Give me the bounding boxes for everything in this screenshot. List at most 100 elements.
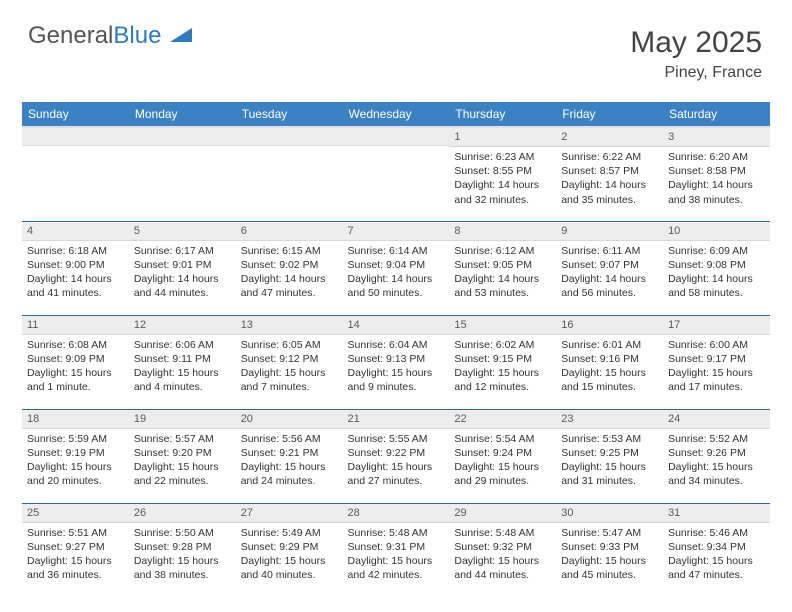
- daylight-text: Daylight: 14 hours and 47 minutes.: [241, 272, 338, 300]
- day-number: 26: [129, 504, 236, 523]
- calendar-day-cell: 22Sunrise: 5:54 AMSunset: 9:24 PMDayligh…: [449, 409, 556, 503]
- day-number: 27: [236, 504, 343, 523]
- daylight-text: Daylight: 15 hours and 17 minutes.: [668, 366, 765, 394]
- calendar-day-cell: 26Sunrise: 5:50 AMSunset: 9:28 PMDayligh…: [129, 503, 236, 597]
- day-details: [22, 146, 129, 152]
- sunset-text: Sunset: 9:05 PM: [454, 258, 551, 272]
- sunrise-text: Sunrise: 6:04 AM: [348, 338, 445, 352]
- calendar-day-cell: 15Sunrise: 6:02 AMSunset: 9:15 PMDayligh…: [449, 315, 556, 409]
- logo-text-1: General: [28, 22, 113, 49]
- sunrise-text: Sunrise: 5:55 AM: [348, 432, 445, 446]
- day-details: Sunrise: 5:52 AMSunset: 9:26 PMDaylight:…: [663, 429, 770, 492]
- sunrise-text: Sunrise: 5:57 AM: [134, 432, 231, 446]
- daylight-text: Daylight: 15 hours and 4 minutes.: [134, 366, 231, 394]
- calendar-day-cell: 27Sunrise: 5:49 AMSunset: 9:29 PMDayligh…: [236, 503, 343, 597]
- day-number: [129, 128, 236, 146]
- daylight-text: Daylight: 15 hours and 15 minutes.: [561, 366, 658, 394]
- calendar-day-cell: 30Sunrise: 5:47 AMSunset: 9:33 PMDayligh…: [556, 503, 663, 597]
- day-number: 29: [449, 504, 556, 523]
- day-header: Sunday: [22, 102, 129, 127]
- calendar-day-cell: 16Sunrise: 6:01 AMSunset: 9:16 PMDayligh…: [556, 315, 663, 409]
- daylight-text: Daylight: 15 hours and 22 minutes.: [134, 460, 231, 488]
- day-number: 5: [129, 222, 236, 241]
- sunset-text: Sunset: 9:16 PM: [561, 352, 658, 366]
- calendar-day-cell: 20Sunrise: 5:56 AMSunset: 9:21 PMDayligh…: [236, 409, 343, 503]
- sunrise-text: Sunrise: 5:48 AM: [348, 526, 445, 540]
- day-details: Sunrise: 6:17 AMSunset: 9:01 PMDaylight:…: [129, 241, 236, 304]
- sunrise-text: Sunrise: 5:59 AM: [27, 432, 124, 446]
- logo-text-2: Blue: [113, 22, 161, 49]
- daylight-text: Daylight: 15 hours and 45 minutes.: [561, 554, 658, 582]
- day-details: Sunrise: 6:02 AMSunset: 9:15 PMDaylight:…: [449, 335, 556, 398]
- sunrise-text: Sunrise: 6:14 AM: [348, 244, 445, 258]
- daylight-text: Daylight: 14 hours and 35 minutes.: [561, 178, 658, 206]
- sunset-text: Sunset: 9:24 PM: [454, 446, 551, 460]
- calendar-week-row: 4Sunrise: 6:18 AMSunset: 9:00 PMDaylight…: [22, 221, 770, 315]
- calendar-header-row: SundayMondayTuesdayWednesdayThursdayFrid…: [22, 102, 770, 127]
- month-title: May 2025: [630, 26, 762, 60]
- day-number: 18: [22, 410, 129, 429]
- calendar-day-cell: 11Sunrise: 6:08 AMSunset: 9:09 PMDayligh…: [22, 315, 129, 409]
- calendar-body: 1Sunrise: 6:23 AMSunset: 8:55 PMDaylight…: [22, 127, 770, 597]
- sunset-text: Sunset: 8:55 PM: [454, 164, 551, 178]
- day-details: Sunrise: 5:59 AMSunset: 9:19 PMDaylight:…: [22, 429, 129, 492]
- day-details: Sunrise: 6:04 AMSunset: 9:13 PMDaylight:…: [343, 335, 450, 398]
- sunrise-text: Sunrise: 5:56 AM: [241, 432, 338, 446]
- calendar-day-cell: 24Sunrise: 5:52 AMSunset: 9:26 PMDayligh…: [663, 409, 770, 503]
- day-number: [343, 128, 450, 146]
- day-number: [22, 128, 129, 146]
- calendar-day-cell: 12Sunrise: 6:06 AMSunset: 9:11 PMDayligh…: [129, 315, 236, 409]
- sunrise-text: Sunrise: 6:23 AM: [454, 150, 551, 164]
- sunrise-text: Sunrise: 6:12 AM: [454, 244, 551, 258]
- calendar-day-cell: 13Sunrise: 6:05 AMSunset: 9:12 PMDayligh…: [236, 315, 343, 409]
- calendar-day-cell: 2Sunrise: 6:22 AMSunset: 8:57 PMDaylight…: [556, 127, 663, 221]
- sunset-text: Sunset: 9:00 PM: [27, 258, 124, 272]
- daylight-text: Daylight: 15 hours and 7 minutes.: [241, 366, 338, 394]
- sunset-text: Sunset: 9:13 PM: [348, 352, 445, 366]
- calendar-table: SundayMondayTuesdayWednesdayThursdayFrid…: [22, 102, 770, 597]
- daylight-text: Daylight: 15 hours and 47 minutes.: [668, 554, 765, 582]
- calendar-day-cell: 25Sunrise: 5:51 AMSunset: 9:27 PMDayligh…: [22, 503, 129, 597]
- day-number: 28: [343, 504, 450, 523]
- sunset-text: Sunset: 9:09 PM: [27, 352, 124, 366]
- day-number: 31: [663, 504, 770, 523]
- daylight-text: Daylight: 15 hours and 9 minutes.: [348, 366, 445, 394]
- daylight-text: Daylight: 15 hours and 36 minutes.: [27, 554, 124, 582]
- calendar-day-cell: 28Sunrise: 5:48 AMSunset: 9:31 PMDayligh…: [343, 503, 450, 597]
- sunset-text: Sunset: 9:33 PM: [561, 540, 658, 554]
- day-number: 22: [449, 410, 556, 429]
- calendar-day-cell: 29Sunrise: 5:48 AMSunset: 9:32 PMDayligh…: [449, 503, 556, 597]
- calendar-day-cell: [22, 127, 129, 221]
- day-number: 3: [663, 128, 770, 147]
- daylight-text: Daylight: 14 hours and 41 minutes.: [27, 272, 124, 300]
- calendar-day-cell: [343, 127, 450, 221]
- day-number: 9: [556, 222, 663, 241]
- calendar-day-cell: 17Sunrise: 6:00 AMSunset: 9:17 PMDayligh…: [663, 315, 770, 409]
- calendar-day-cell: 1 Sunrise: 6:23 AMSunset: 8:55 PMDaylight…: [449, 127, 556, 221]
- day-header: Monday: [129, 102, 236, 127]
- daylight-text: Daylight: 14 hours and 32 minutes.: [454, 178, 551, 206]
- sunset-text: Sunset: 9:08 PM: [668, 258, 765, 272]
- day-number: 11: [22, 316, 129, 335]
- day-number: 12: [129, 316, 236, 335]
- logo-triangle-icon: [170, 23, 192, 51]
- daylight-text: Daylight: 15 hours and 44 minutes.: [454, 554, 551, 582]
- daylight-text: Daylight: 15 hours and 42 minutes.: [348, 554, 445, 582]
- sunrise-text: Sunrise: 5:46 AM: [668, 526, 765, 540]
- day-number: 1: [449, 128, 556, 147]
- day-header: Tuesday: [236, 102, 343, 127]
- day-header: Wednesday: [343, 102, 450, 127]
- day-details: Sunrise: 5:51 AMSunset: 9:27 PMDaylight:…: [22, 523, 129, 586]
- day-details: Sunrise: 6:20 AMSunset: 8:58 PMDaylight:…: [663, 147, 770, 210]
- sunset-text: Sunset: 9:20 PM: [134, 446, 231, 460]
- day-number: 16: [556, 316, 663, 335]
- sunset-text: Sunset: 9:07 PM: [561, 258, 658, 272]
- sunset-text: Sunset: 9:22 PM: [348, 446, 445, 460]
- header-right: May 2025 Piney, France: [630, 26, 762, 82]
- calendar-day-cell: [129, 127, 236, 221]
- day-number: 23: [556, 410, 663, 429]
- location-label: Piney, France: [630, 64, 762, 82]
- sunrise-text: Sunrise: 6:22 AM: [561, 150, 658, 164]
- calendar-day-cell: 6Sunrise: 6:15 AMSunset: 9:02 PMDaylight…: [236, 221, 343, 315]
- day-details: Sunrise: 5:54 AMSunset: 9:24 PMDaylight:…: [449, 429, 556, 492]
